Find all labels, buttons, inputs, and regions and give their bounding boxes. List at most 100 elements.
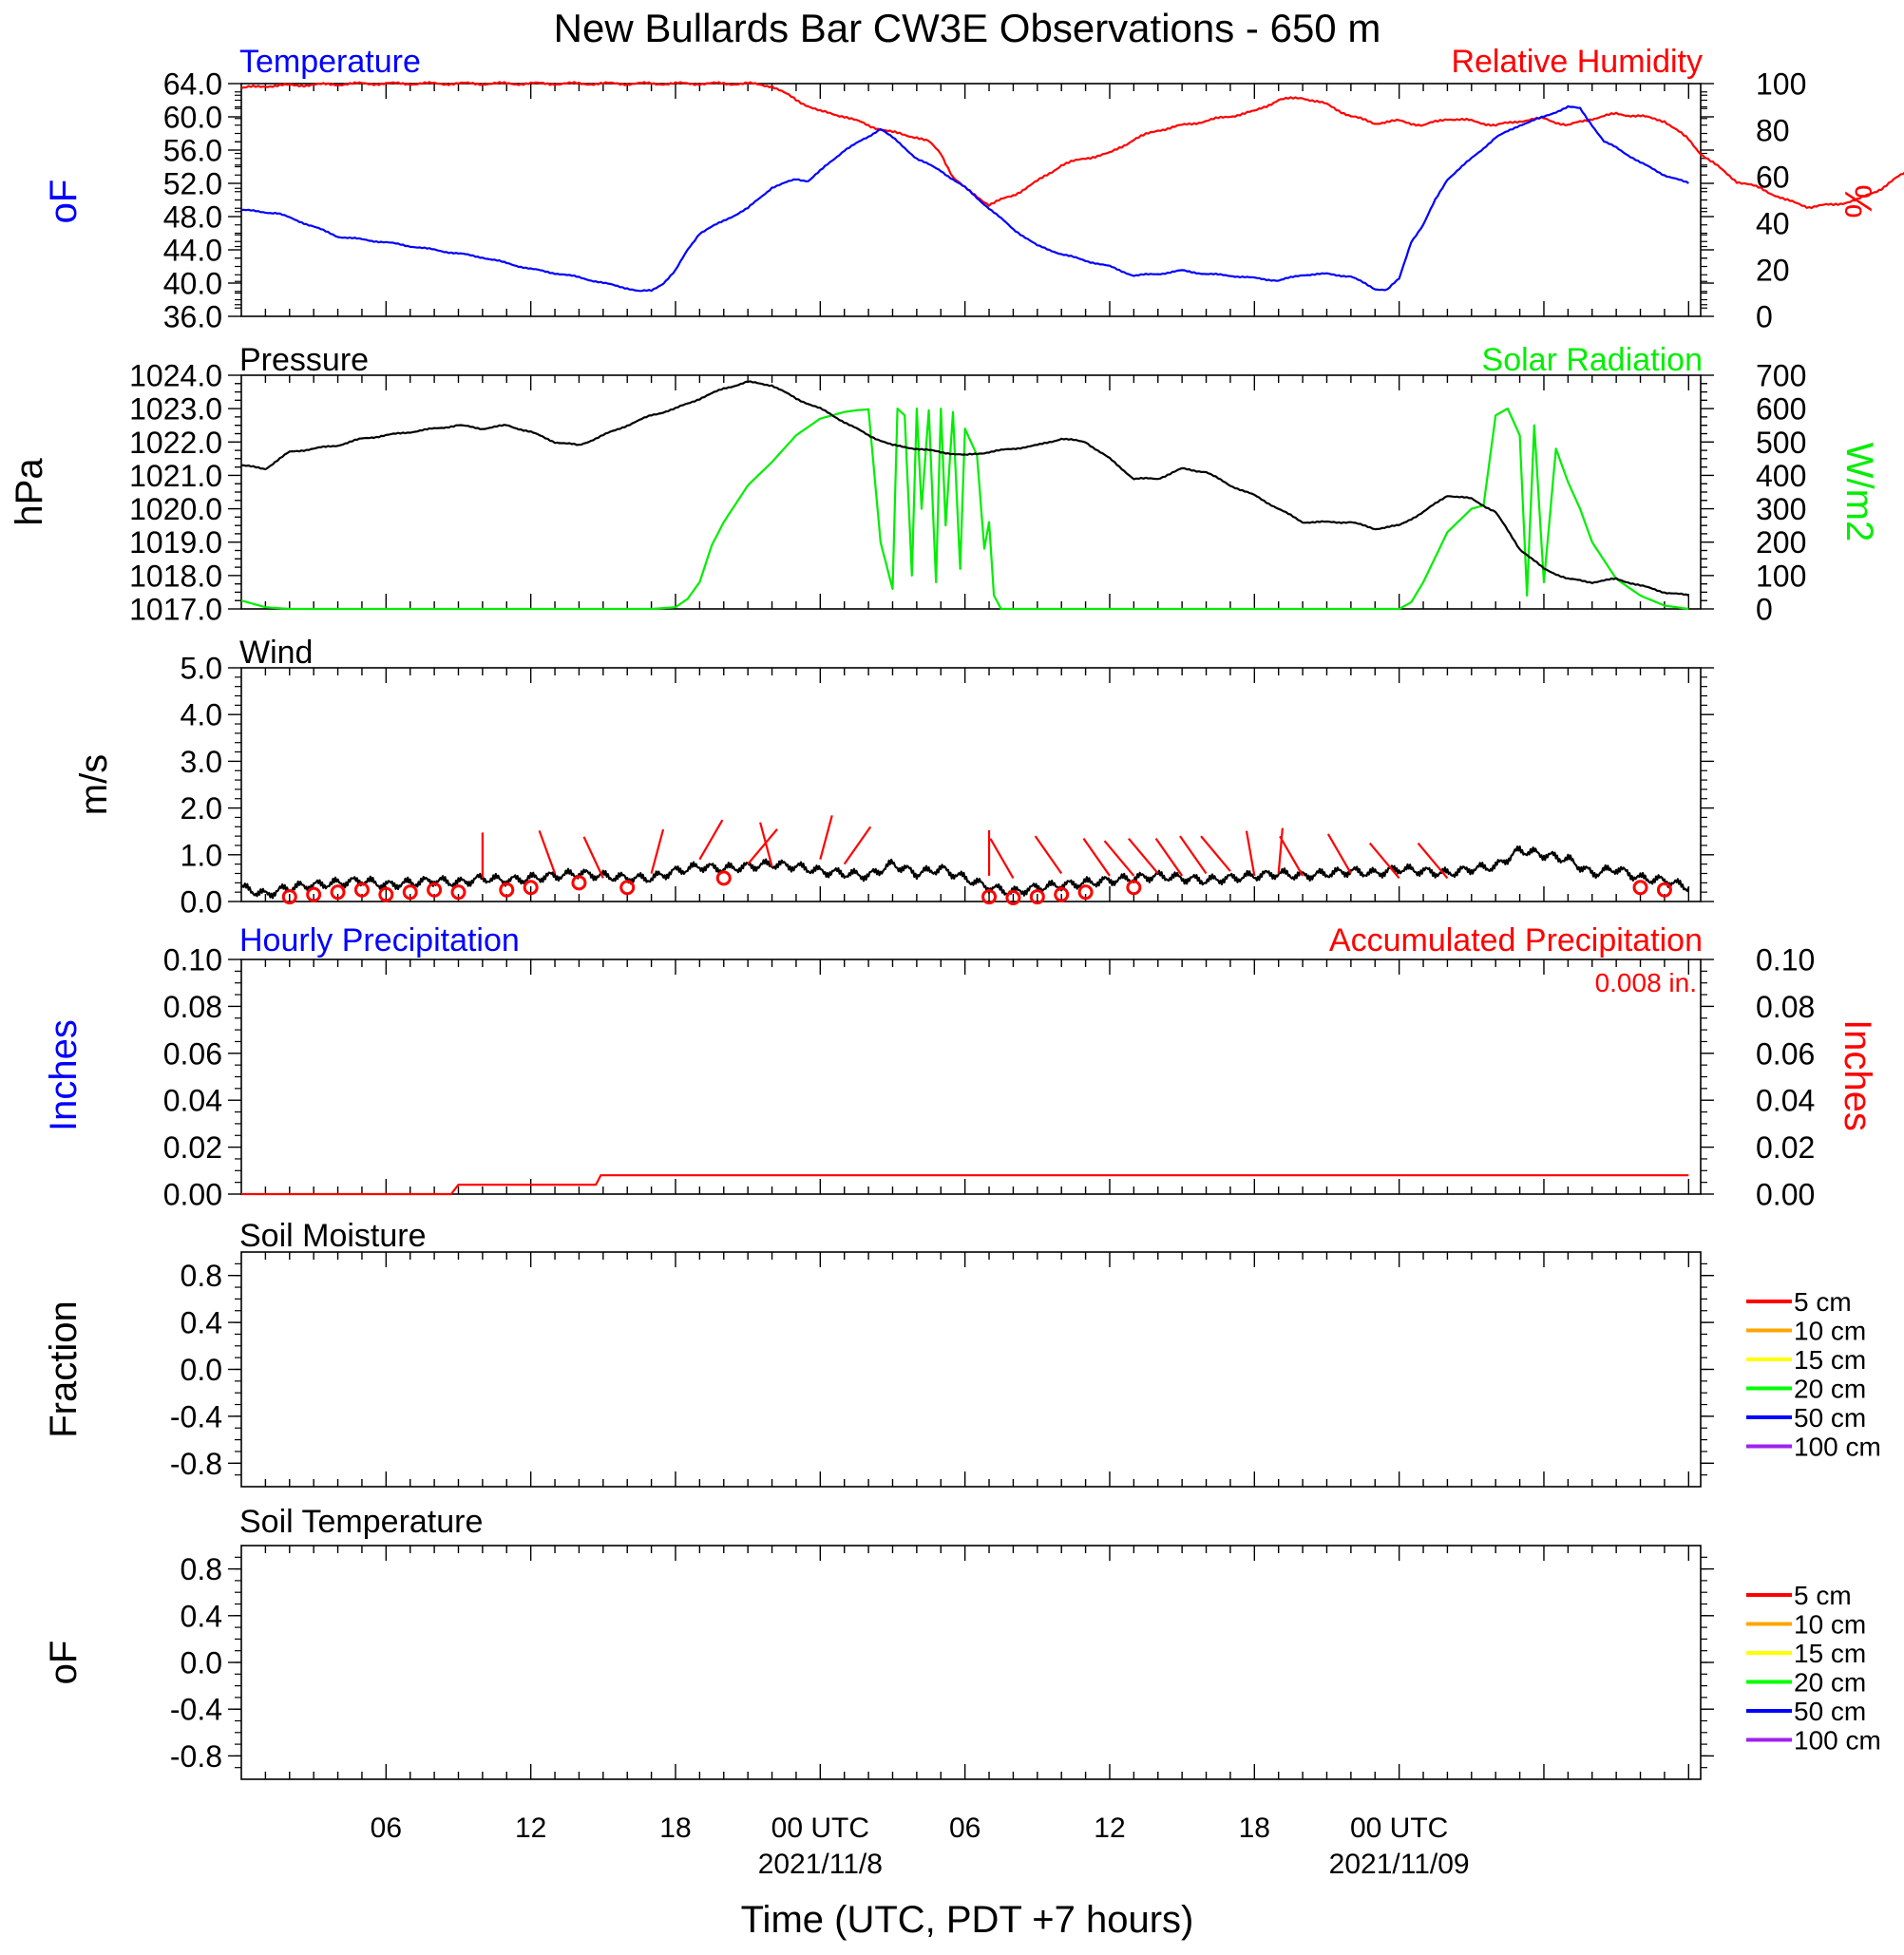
wind-barb (1128, 838, 1159, 875)
legend-label: 15 cm (1794, 1639, 1866, 1668)
y-tick-label: 0.00 (163, 1178, 222, 1212)
calm-wind-circle (1029, 889, 1045, 905)
y-tick-label: 4.0 (181, 698, 222, 732)
plot-frame (240, 374, 1702, 610)
calm-wind-circle (1054, 886, 1070, 902)
calm-wind-circle (1077, 884, 1094, 901)
x-tick-label: 18 (659, 1813, 691, 1844)
panel-title-solar: Solar Radiation (1482, 342, 1703, 378)
humidity-line (240, 81, 1904, 210)
y-tick-label: 1022.0 (129, 426, 222, 460)
calm-wind-circle (1126, 880, 1142, 896)
calm-wind-circle (378, 886, 394, 902)
y-axis-label-wind: m/s (73, 754, 115, 815)
legend-label: 5 cm (1794, 1287, 1852, 1317)
panel-title-temperature: Temperature (239, 44, 421, 80)
wind-barb (698, 819, 724, 861)
panel-title-wind: Wind (239, 635, 313, 671)
y-tick-label: -0.4 (170, 1693, 222, 1727)
y-tick-label: 0.08 (163, 990, 222, 1024)
wind-barb (1279, 835, 1304, 877)
legend-label: 100 cm (1794, 1433, 1881, 1462)
y-tick-label-right: 100 (1756, 67, 1806, 102)
wind-barb (819, 815, 833, 861)
y-tick-label: 0.02 (163, 1130, 222, 1165)
wind-barb (759, 822, 773, 867)
panel-pressure-solar: 1024.01023.01022.01021.01020.01019.01018… (9, 342, 1880, 627)
x-tick-label: 12 (515, 1813, 546, 1844)
plot-frame (240, 1545, 1702, 1780)
y-axis-label-accum: Inches (1837, 1019, 1878, 1131)
y-tick-label: 0.0 (181, 1646, 222, 1680)
panel-soil-moisture: Soil Moisture Fraction 0.8 0.4 0.0 -0.4 -0.8 5 … (43, 1218, 1881, 1488)
y-tick-label-right: 0.04 (1756, 1084, 1815, 1118)
pressure-line (240, 380, 1689, 597)
y-tick-label-right: 0.00 (1756, 1178, 1815, 1212)
y-tick-label-right: 200 (1756, 525, 1806, 560)
y-tick-label: 0.10 (163, 943, 222, 978)
y-tick-label-right: 400 (1756, 459, 1806, 493)
y-tick-label: 1018.0 (129, 559, 222, 593)
plot-frame (240, 83, 1702, 317)
y-tick-label-right: 700 (1756, 359, 1806, 393)
wind-barb (1082, 837, 1111, 877)
panel-title-hourly-precip: Hourly Precipitation (239, 922, 520, 959)
y-tick-label-right: 0 (1756, 300, 1773, 334)
calm-wind-circle (1656, 882, 1672, 898)
wind-barb (1154, 837, 1184, 877)
legend-label: 10 cm (1794, 1610, 1866, 1640)
y-tick-label-right: 20 (1756, 254, 1790, 288)
y-tick-label: 1023.0 (129, 392, 222, 427)
calm-wind-circle (619, 880, 636, 896)
wind-barb (1179, 835, 1208, 875)
wind-barb (1417, 842, 1449, 880)
wind-barb (843, 826, 872, 865)
legend-label: 100 cm (1794, 1726, 1881, 1756)
wind-barb (1277, 827, 1284, 874)
chart-title: New Bullards Bar CW3E Observations - 650… (554, 6, 1381, 50)
legend-label: 15 cm (1794, 1345, 1866, 1375)
y-axis-label-humidity: % (1837, 184, 1878, 218)
y-tick-label-right: 60 (1756, 161, 1790, 195)
y-tick-label-right: 100 (1756, 559, 1806, 593)
temperature-line (240, 104, 1689, 293)
calm-wind-circle (427, 882, 443, 898)
plot-frame (240, 959, 1702, 1195)
wind-barb (1034, 835, 1063, 875)
y-tick-label-right: 0.02 (1756, 1130, 1815, 1165)
y-tick-label-right: 0 (1756, 593, 1773, 627)
x-date-label: 2021/11/09 (1329, 1849, 1470, 1880)
calm-wind-circle (450, 884, 466, 901)
wind-barb (1326, 833, 1352, 875)
y-tick-label-right: 500 (1756, 426, 1806, 460)
accum-precip-line (241, 1174, 1689, 1196)
wind-barb (538, 829, 557, 874)
y-axis-label-temperature: oF (43, 180, 85, 224)
wind-barb (1245, 830, 1256, 877)
calm-wind-circle (353, 882, 370, 898)
wind-barb (650, 828, 665, 874)
y-tick-label: 0.8 (181, 1552, 222, 1586)
y-tick-label: 0.4 (181, 1599, 222, 1633)
y-tick-label: 40.0 (163, 267, 222, 301)
accum-total-label: 0.008 in. (1595, 968, 1697, 997)
wind-barb (1103, 840, 1135, 877)
wind-barb (747, 828, 778, 865)
panel-title-humidity: Relative Humidity (1451, 44, 1703, 80)
y-tick-label-right: 0.10 (1756, 943, 1815, 978)
y-axis-label: oF (43, 1641, 85, 1685)
y-tick-label: 36.0 (163, 300, 222, 334)
y-tick-label-right: 0.06 (1756, 1036, 1815, 1071)
calm-wind-circle (281, 889, 297, 905)
y-tick-label: 64.0 (163, 67, 222, 102)
panels: 64.060.056.052.048.044.040.036.0 100 80 60 4… (9, 44, 1904, 1880)
y-tick-label: 1020.0 (129, 492, 222, 526)
y-tick-label: 0.04 (163, 1084, 222, 1118)
plot-frame (240, 667, 1702, 902)
y-axis-label-hourly: Inches (43, 1019, 85, 1131)
solar-line (240, 408, 1689, 611)
y-tick-label: 1.0 (181, 838, 222, 872)
y-tick-label: 0.0 (181, 1353, 222, 1387)
